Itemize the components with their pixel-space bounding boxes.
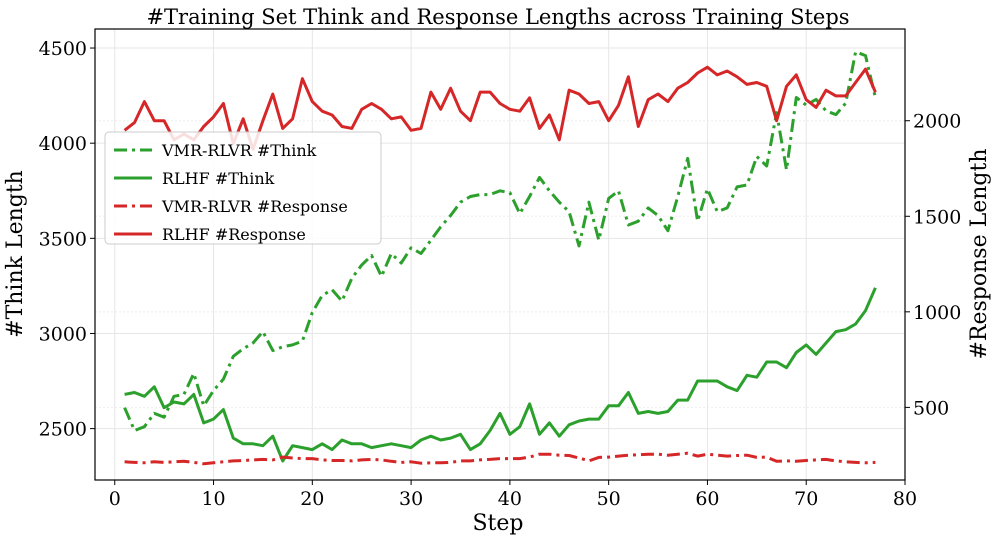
left-axis: 2500 3000 3500 4000 4500 [39, 38, 95, 441]
y-tick-label-right: 2000 [913, 111, 961, 133]
x-axis-label: Step [472, 511, 523, 536]
x-tick-label: 30 [399, 488, 423, 510]
series-line-rlhf-think [124, 287, 877, 463]
y-tick-label-right: 1500 [913, 206, 961, 228]
legend-box [104, 131, 382, 245]
legend-label: VMR-RLVR #Think [161, 141, 317, 160]
x-tick-label: 20 [300, 488, 324, 510]
y-tick-label-left: 4500 [39, 38, 87, 60]
x-tick-label: 50 [597, 488, 621, 510]
y-tick-label-left: 3000 [39, 323, 87, 345]
legend-label: RLHF #Response [162, 225, 306, 244]
y-tick-label-right: 1000 [913, 302, 961, 324]
chart-title: #Training Set Think and Response Lengths… [146, 5, 849, 29]
y-tick-label-left: 3500 [39, 228, 87, 250]
x-tick-label: 70 [794, 488, 818, 510]
series-layer [123, 50, 877, 466]
y-axis-label-left: #Think Length [3, 170, 28, 338]
y-axis-label-right: #Response Length [967, 149, 992, 360]
legend-label: VMR-RLVR #Response [161, 197, 348, 216]
y-tick-label-left: 4000 [39, 133, 87, 155]
y-tick-label-left: 2500 [39, 419, 87, 441]
right-axis: 500 1000 1500 2000 [905, 111, 961, 419]
x-tick-label: 0 [109, 488, 121, 510]
x-axis: 0 10 20 30 40 50 60 70 80 [109, 480, 917, 510]
plot-frame [94, 28, 906, 481]
x-tick-label: 80 [893, 488, 917, 510]
y-tick-label-right: 500 [913, 397, 949, 419]
x-tick-label: 10 [201, 488, 225, 510]
series-line-vmr-rlvr-think [123, 50, 877, 432]
x-tick-label: 40 [498, 488, 522, 510]
legend-label: RLHF #Think [162, 169, 275, 188]
series-line-vmr-rlvr-response [124, 451, 876, 466]
legend: VMR-RLVR #Think RLHF #Think VMR-RLVR #Resp… [104, 131, 382, 245]
x-tick-label: 60 [695, 488, 719, 510]
